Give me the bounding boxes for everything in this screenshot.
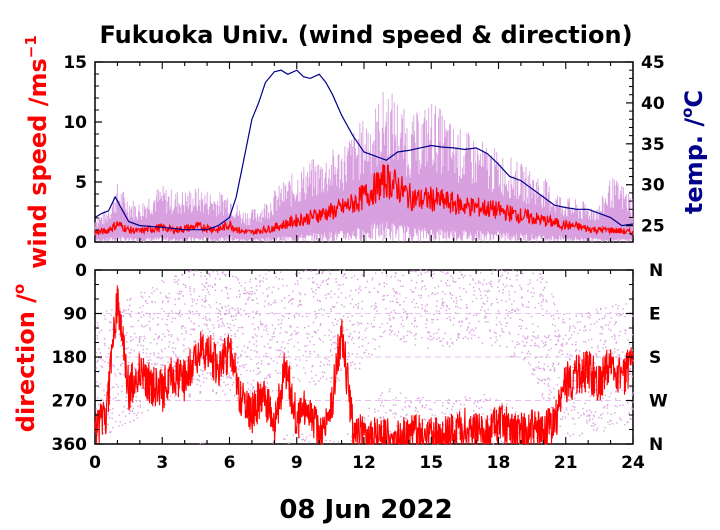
temperature-axis-label-text: temp. / [680,118,708,214]
wind-mean-series [94,164,634,237]
temperature-tick-label: 35 [641,135,665,155]
compass-tick-label: N [649,435,663,455]
direction-axis-label-text: direction / [12,294,40,432]
hour-tick-label: 21 [554,453,578,473]
temperature-axis-label-unit: C [680,90,708,108]
wind-speed-tick-label: 0 [75,233,87,253]
temperature-axis-label-sup: o [678,108,696,118]
compass-tick-label: N [649,261,663,281]
hour-tick-label: 3 [156,453,168,473]
compass-tick-label: S [649,348,661,368]
temperature-series [94,69,634,231]
wind-gust-envelope [94,92,634,242]
wind-mean-line [94,164,634,237]
temperature-line [94,69,634,231]
date-axis-label: 08 Jun 2022 [279,495,452,525]
wind-speed-axis-label-sup: −1 [22,35,40,58]
wind-speed-tick-label: 10 [63,113,87,133]
temperature-tick-label: 30 [641,176,665,196]
compass-tick-label: E [649,305,661,325]
direction-axis-label-sup: o [10,284,28,294]
temperature-axis-label: temp. /oC [678,90,708,214]
direction-mean-series [94,285,634,445]
bottom-panel: 0 N 90 E 180 S 270 W 360 N 0 3 6 9 12 15 18 21 24 [52,261,669,473]
hour-tick-label: 24 [621,453,645,473]
hour-tick-label: 12 [352,453,376,473]
hour-tick-label: 6 [224,453,236,473]
temperature-tick-label: 45 [641,53,665,73]
chart-title: Fukuoka Univ. (wind speed & direction) [99,21,632,49]
direction-mean-line [94,285,634,445]
direction-tick-label: 90 [63,305,87,325]
direction-tick-label: 270 [52,392,88,412]
direction-tick-label: 180 [52,348,88,368]
hour-tick-label: 0 [89,453,101,473]
direction-tick-label: 360 [52,435,88,455]
top-ticks: 0 5 10 15 25 30 35 40 45 [63,53,665,253]
wind-gust-series [94,92,634,242]
compass-tick-label: W [649,392,668,412]
wind-speed-axis-label-text: wind speed /ms [24,58,52,269]
hour-tick-label: 18 [487,453,511,473]
direction-axis-label: direction /o [10,284,40,432]
temperature-tick-label: 25 [641,217,665,237]
hour-tick-label: 9 [291,453,303,473]
wind-speed-axis-label: wind speed /ms−1 [22,35,52,269]
bottom-ticks: 0 N 90 E 180 S 270 W 360 N 0 3 6 9 12 15 18 21 24 [52,261,669,473]
temperature-tick-label: 40 [641,94,665,114]
wind-speed-tick-label: 15 [63,53,87,73]
hour-tick-label: 15 [419,453,443,473]
wind-speed-tick-label: 5 [75,173,87,193]
top-panel: 0 5 10 15 25 30 35 40 45 [63,53,665,253]
direction-tick-label: 0 [75,261,87,281]
